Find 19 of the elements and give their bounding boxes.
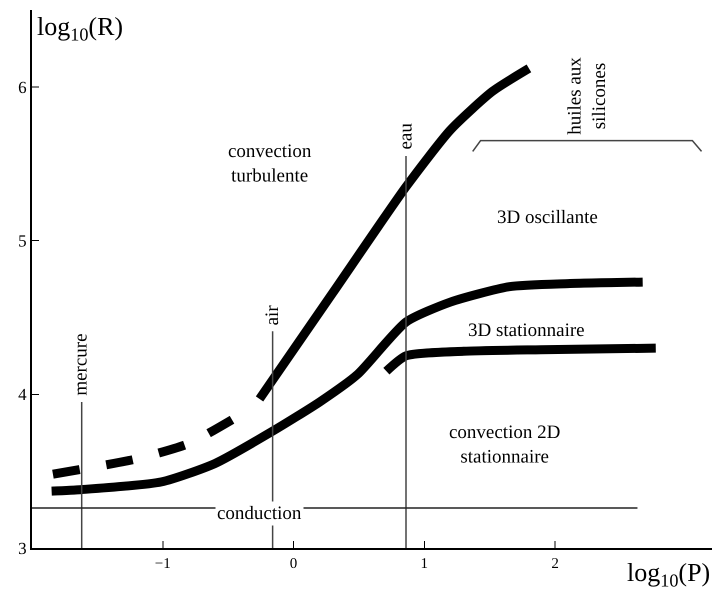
- x-tick-label: −1: [154, 556, 171, 572]
- annotation: 3D oscillante: [497, 207, 598, 228]
- x-tick-label: 2: [551, 556, 559, 572]
- annotation: convection turbulente: [228, 141, 312, 187]
- x-tick-label: 1: [420, 556, 428, 572]
- x-tick-label: 0: [290, 556, 298, 572]
- text: huiles aux silicones: [564, 56, 610, 135]
- y-tick-label: 5: [18, 232, 27, 251]
- annotation: conduction: [217, 503, 302, 524]
- text: air: [262, 304, 283, 326]
- text: eau: [395, 122, 416, 150]
- y-tick-label: 4: [18, 385, 28, 404]
- y-tick-label: 3: [18, 538, 27, 558]
- y-axis-title: log$_{10}$(R): [37, 12, 124, 44]
- x-axis-title: log$_{10}$(P): [627, 558, 710, 590]
- text: mercure: [70, 333, 92, 396]
- annotation: convection 2D stationnaire: [449, 422, 560, 468]
- y-tick-label: 6: [18, 78, 27, 97]
- annotation: 3D stationnaire: [468, 320, 585, 341]
